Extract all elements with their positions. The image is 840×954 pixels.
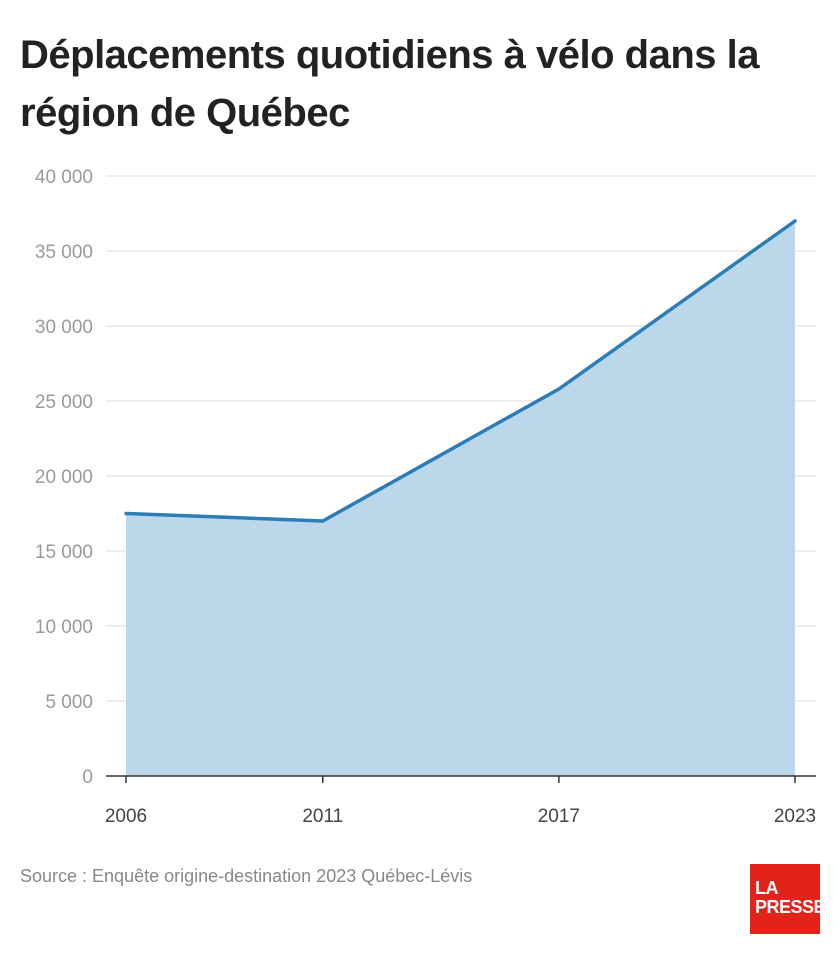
chart-title: Déplacements quotidiens à vélo dans la r… bbox=[20, 33, 760, 135]
y-tick-label: 10 000 bbox=[35, 617, 93, 638]
x-tick-label: 2006 bbox=[105, 806, 147, 827]
y-tick-label: 30 000 bbox=[35, 317, 93, 338]
y-tick-label: 20 000 bbox=[35, 467, 93, 488]
x-tick-label: 2023 bbox=[774, 806, 816, 827]
x-axis-ticks: 2006 2011 2017 2023 bbox=[105, 776, 816, 827]
series-area bbox=[126, 221, 795, 776]
la-presse-logo: LA PRESSE bbox=[750, 864, 826, 934]
y-axis-ticks: 0 5 000 10 000 15 000 20 000 25 000 30 000 35 0… bbox=[35, 167, 93, 788]
y-tick-label: 25 000 bbox=[35, 392, 93, 413]
y-tick-label: 15 000 bbox=[35, 542, 93, 563]
logo-line-1: LA bbox=[755, 878, 779, 898]
logo-line-2: PRESSE bbox=[755, 897, 826, 917]
series-line bbox=[124, 219, 797, 523]
y-tick-label: 40 000 bbox=[35, 167, 93, 188]
y-tick-label: 35 000 bbox=[35, 242, 93, 263]
y-tick-label: 5 000 bbox=[45, 692, 93, 713]
x-tick-label: 2017 bbox=[538, 806, 580, 827]
y-tick-label: 0 bbox=[82, 767, 93, 788]
x-tick-label: 2011 bbox=[302, 806, 343, 827]
source-note: Source : Enquête origine-destination 202… bbox=[20, 866, 473, 886]
